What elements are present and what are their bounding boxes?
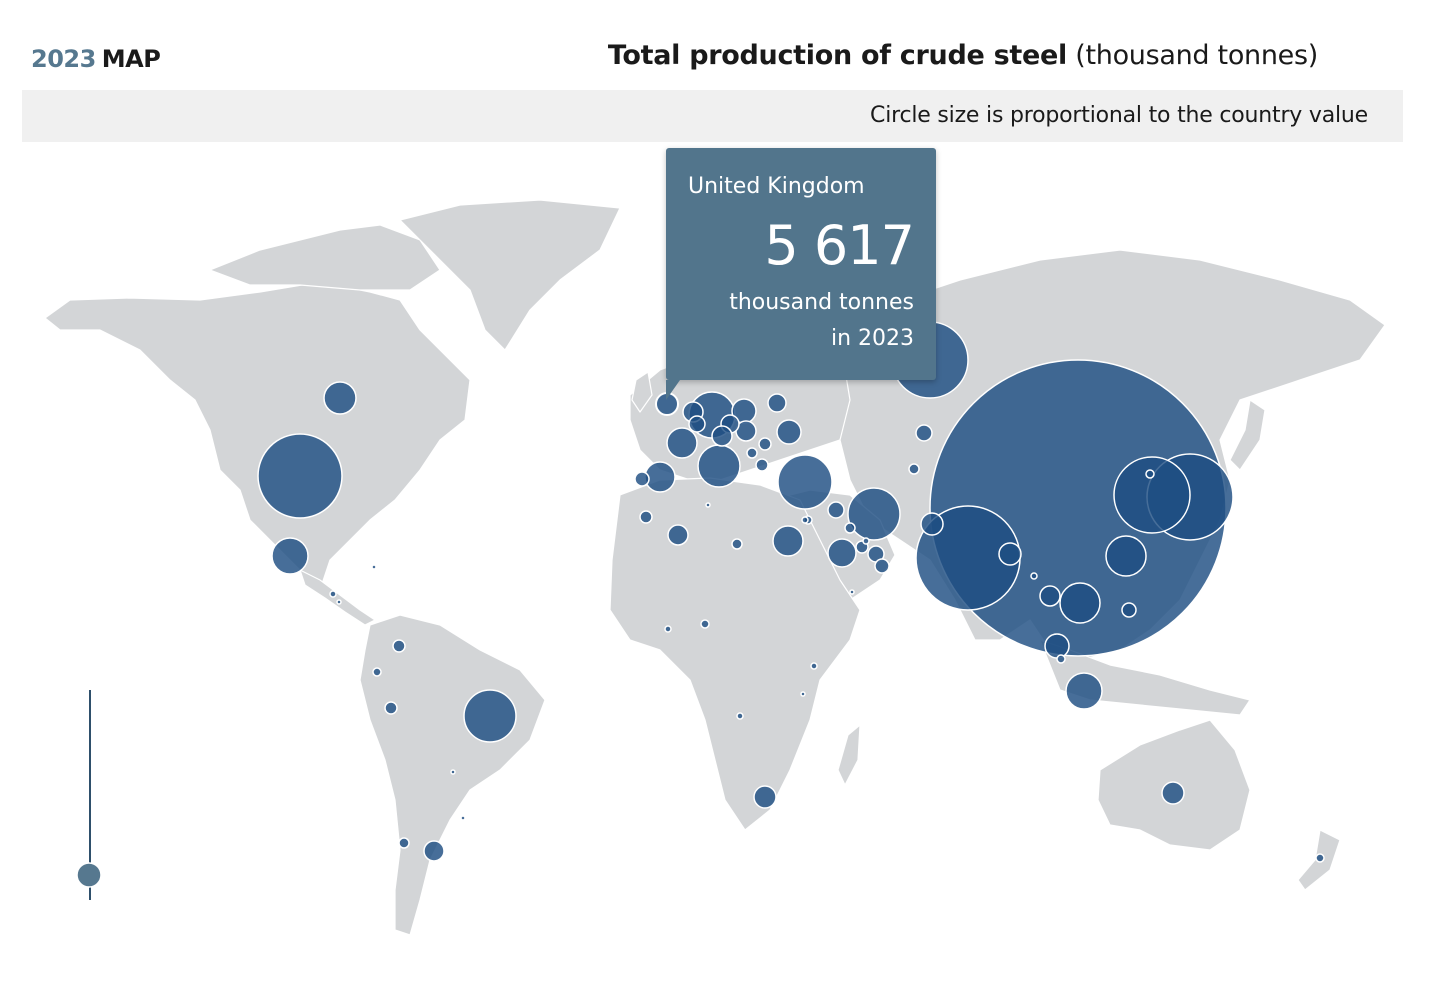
bubble-libya[interactable] <box>731 538 743 550</box>
bubble-romania[interactable] <box>767 393 787 413</box>
production-bubbles <box>257 321 1325 863</box>
bubble-kenya[interactable] <box>810 662 818 670</box>
bubble-peru[interactable] <box>384 701 398 715</box>
bubble-serbia[interactable] <box>758 437 772 451</box>
land-arctic-canada[interactable] <box>209 224 441 291</box>
bubble-ghana[interactable] <box>664 625 672 633</box>
tooltip-unit: thousand tonnes <box>729 290 914 315</box>
bubble-tunisia[interactable] <box>705 502 711 508</box>
land-greenland[interactable] <box>399 199 621 351</box>
bubble-israel[interactable] <box>801 516 809 524</box>
bubble-chile[interactable] <box>398 837 410 849</box>
bubble-thailand[interactable] <box>1039 585 1061 607</box>
bubble-algeria[interactable] <box>667 524 689 546</box>
subtitle-bar: Circle size is proportional to the count… <box>22 90 1403 142</box>
bubble-sri-lanka[interactable] <box>1030 572 1038 580</box>
bubble-venezuela[interactable] <box>392 639 406 653</box>
tooltip-country: United Kingdom <box>688 174 865 199</box>
bubble-spain[interactable] <box>644 461 676 493</box>
land-central-america[interactable] <box>299 569 376 626</box>
bubble-australia[interactable] <box>1161 781 1185 805</box>
timeline-slider[interactable] <box>76 690 102 900</box>
title-main: Total production of crude steel <box>607 40 1067 71</box>
map-text: MAP <box>101 45 161 73</box>
bubble-el-salvador[interactable] <box>336 599 342 605</box>
bubble-italy[interactable] <box>697 444 741 488</box>
bubble-kuwait[interactable] <box>844 522 856 534</box>
bubble-philippines[interactable] <box>1121 602 1137 618</box>
bubble-colombia[interactable] <box>372 667 382 677</box>
timeline-handle[interactable] <box>76 862 102 888</box>
bubble-vietnam[interactable] <box>1059 582 1101 624</box>
title-unit: (thousand tonnes) <box>1075 40 1318 71</box>
bubble-argentina[interactable] <box>423 840 445 862</box>
bubble-kazakhstan[interactable] <box>915 424 933 442</box>
bubble-tanzania[interactable] <box>800 691 806 697</box>
map-year-label: 2023 MAP <box>31 45 161 73</box>
year-text: 2023 <box>31 45 96 73</box>
bubble-brazil[interactable] <box>463 689 517 743</box>
land-madagascar[interactable] <box>837 724 861 786</box>
bubble-uruguay[interactable] <box>460 815 466 821</box>
bubble-ukraine[interactable] <box>776 419 802 445</box>
tooltip-year: in 2023 <box>830 326 914 351</box>
chart-title: Total production of crude steel (thousan… <box>608 40 1318 71</box>
bubble-paraguay[interactable] <box>450 769 456 775</box>
bubble-turkey[interactable] <box>777 454 833 510</box>
bubble-bahrain[interactable] <box>862 537 870 545</box>
bubble-south-korea[interactable] <box>1113 456 1191 534</box>
bubble-hungary[interactable] <box>746 447 758 459</box>
bubble-saudi-arabia[interactable] <box>827 538 857 568</box>
bubble-nigeria[interactable] <box>700 619 710 629</box>
bubble-turkmenistan[interactable] <box>908 463 920 475</box>
bubble-malaysia[interactable] <box>1044 633 1070 659</box>
tooltip-pointer <box>666 380 680 400</box>
bubble-oman[interactable] <box>874 558 890 574</box>
bubble-guatemala[interactable] <box>329 590 337 598</box>
bubble-slovakia[interactable] <box>711 425 733 447</box>
land-north-america[interactable] <box>44 281 471 591</box>
land-south-america[interactable] <box>359 614 546 936</box>
bubble-new-zealand[interactable] <box>1315 853 1325 863</box>
bubble-cuba[interactable] <box>371 564 377 570</box>
bubble-bangladesh[interactable] <box>998 542 1022 566</box>
bubble-pakistan[interactable] <box>920 512 944 536</box>
bubble-hong-kong[interactable] <box>1145 469 1155 479</box>
bubble-angola[interactable] <box>736 712 744 720</box>
bubble-taiwan[interactable] <box>1105 535 1147 577</box>
bubble-morocco[interactable] <box>639 510 653 524</box>
bubble-mexico[interactable] <box>271 537 309 575</box>
country-tooltip: United Kingdom 5 617 thousand tonnes in … <box>666 148 936 400</box>
bubble-netherlands[interactable] <box>688 415 706 433</box>
bubble-cambodia[interactable] <box>1056 654 1066 664</box>
bubble-egypt[interactable] <box>772 525 804 557</box>
chart-header: 2023 MAP Total production of crude steel … <box>0 0 1456 90</box>
bubble-united-states[interactable] <box>257 433 343 519</box>
land-japan[interactable] <box>1229 399 1266 471</box>
bubble-ethiopia[interactable] <box>849 589 855 595</box>
land-uk[interactable] <box>631 371 653 413</box>
bubble-portugal[interactable] <box>634 471 650 487</box>
bubble-canada[interactable] <box>323 381 357 415</box>
bubble-indonesia[interactable] <box>1065 672 1103 710</box>
bubble-france[interactable] <box>666 427 698 459</box>
bubble-greece[interactable] <box>755 458 769 472</box>
subtitle-text: Circle size is proportional to the count… <box>870 103 1368 128</box>
bubble-syria-lebanon[interactable] <box>827 501 845 519</box>
bubble-iran[interactable] <box>847 487 901 541</box>
bubble-south-africa[interactable] <box>753 785 777 809</box>
tooltip-value: 5 617 <box>764 214 915 277</box>
